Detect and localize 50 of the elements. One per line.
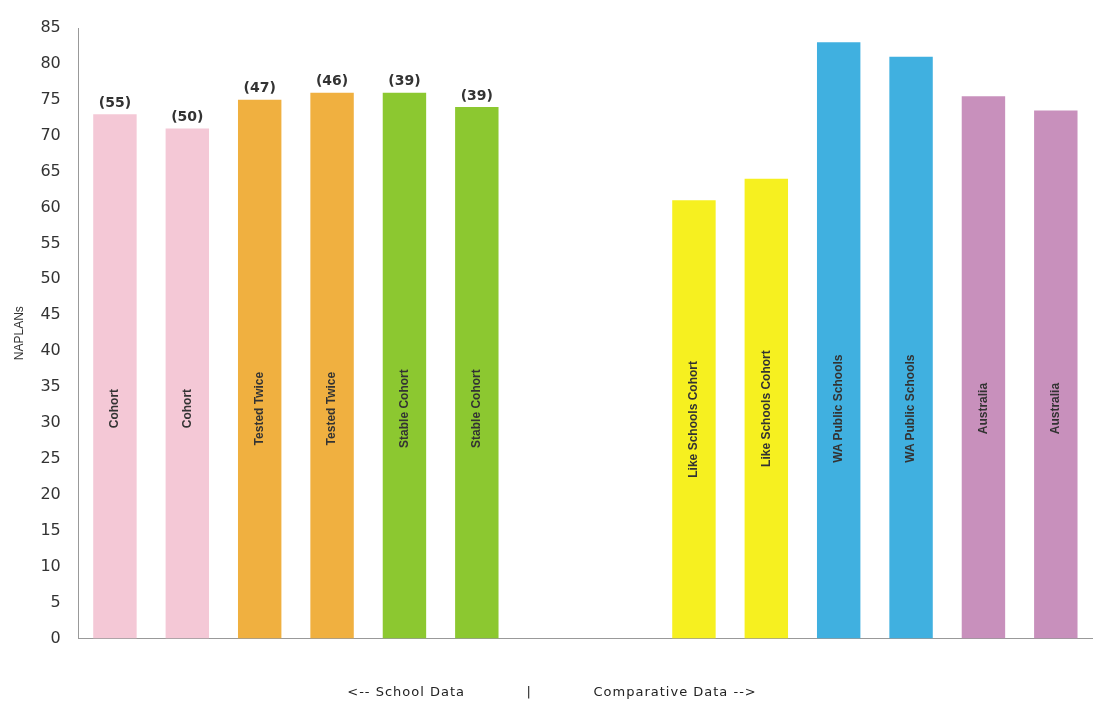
x-tick-label: Stable Cohort [396, 369, 411, 448]
annotation: (50) [171, 108, 204, 125]
y-tick-label: 15 [40, 519, 61, 539]
y-tick-label: 5 [50, 591, 61, 611]
annotation: (55) [98, 93, 132, 110]
bar [1034, 110, 1078, 639]
y-tick-label: 65 [40, 160, 61, 180]
bar [455, 106, 499, 639]
y-tick-label: 0 [50, 627, 61, 647]
y-tick-label: 80 [40, 53, 61, 73]
annotation: (39) [388, 72, 421, 89]
bar [237, 99, 282, 639]
x-tick-label: Cohort [179, 388, 194, 429]
y-tick-label: 60 [40, 196, 61, 216]
y-tick-label: 35 [40, 376, 61, 396]
x-axis-title: <-- School Data | Comparative Data --> [346, 684, 758, 699]
x-tick-label: Australia [975, 382, 990, 435]
x-tick-label: WA Public Schools [903, 354, 918, 463]
bar [672, 200, 716, 639]
bar [165, 128, 210, 639]
x-tick-label: Tested Twice [324, 371, 339, 446]
x-tick-label: Australia [1048, 382, 1063, 435]
y-tick-label: 45 [40, 304, 61, 324]
x-tick-label: Tested Twice [252, 371, 267, 446]
x-tick-label: Like Schools Cohort [758, 350, 773, 467]
bar [961, 96, 1006, 639]
x-tick-label: WA Public Schools [831, 354, 845, 463]
y-tick-label: 25 [40, 448, 61, 468]
y-tick-label: 55 [40, 232, 61, 252]
y-tick-label: 50 [40, 268, 61, 288]
y-tick-label: 20 [40, 483, 61, 503]
x-tick-label: Cohort [107, 388, 122, 429]
y-tick-label: 10 [40, 555, 61, 575]
bar [93, 114, 137, 639]
y-tick-label: 75 [40, 88, 61, 108]
x-tick-label: Like Schools Cohort [686, 361, 701, 478]
bar [889, 56, 933, 639]
bar [310, 92, 354, 639]
x-tick-label: Stable Cohort [469, 369, 484, 448]
annotation: (39) [460, 86, 493, 103]
annotation: (46) [315, 72, 349, 89]
annotation: (47) [243, 79, 276, 96]
y-tick-label: 70 [40, 124, 61, 144]
bar [816, 42, 861, 639]
y-tick-label: 40 [40, 340, 61, 360]
bar [744, 178, 789, 639]
y-tick-label: 85 [40, 17, 61, 37]
y-axis-title: NAPLANs [11, 306, 26, 361]
y-tick-label: 30 [40, 412, 61, 432]
bar [382, 92, 427, 639]
